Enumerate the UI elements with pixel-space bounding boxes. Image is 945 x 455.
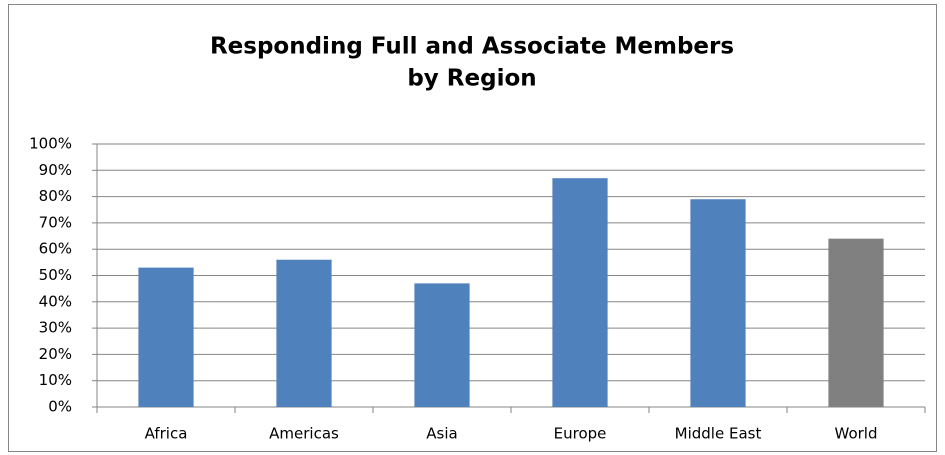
bar <box>552 178 608 407</box>
x-tick-label: Europe <box>554 425 607 443</box>
bar <box>138 267 194 407</box>
x-tick-label: Africa <box>145 425 188 443</box>
y-tick-label: 60% <box>39 240 72 258</box>
y-tick-label: 80% <box>39 187 72 205</box>
y-tick-label: 70% <box>39 213 72 231</box>
y-tick-label: 50% <box>39 266 72 284</box>
y-tick-label: 30% <box>39 319 72 337</box>
x-tick-label: World <box>835 425 878 443</box>
x-tick-label: Middle East <box>675 425 762 443</box>
y-tick-label: 90% <box>39 161 72 179</box>
bar <box>690 199 746 407</box>
y-tick-label: 20% <box>39 345 72 363</box>
x-tick-label: Asia <box>426 425 457 443</box>
y-tick-label: 100% <box>29 135 72 153</box>
chart-title: Responding Full and Associate Members <box>210 34 734 60</box>
x-tick-label: Americas <box>269 425 339 443</box>
bar <box>828 238 884 407</box>
bar <box>276 259 332 407</box>
bar <box>414 283 470 407</box>
y-tick-label: 10% <box>39 371 72 389</box>
y-tick-label: 0% <box>48 398 72 416</box>
y-tick-label: 40% <box>39 292 72 310</box>
chart-title: by Region <box>407 66 536 92</box>
